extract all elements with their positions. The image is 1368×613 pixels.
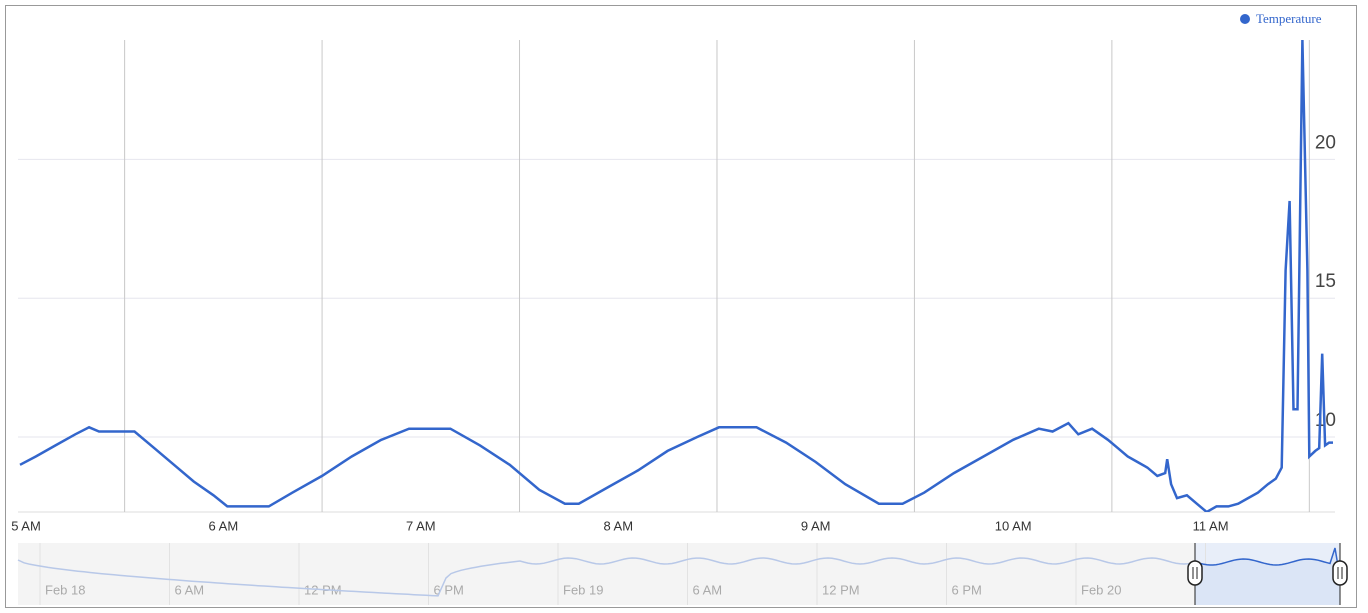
x-tick-label: 10 AM <box>995 518 1032 533</box>
navigator-label: 6 AM <box>175 582 205 597</box>
x-tick-label: 7 AM <box>406 518 436 533</box>
x-tick-label: 5 AM <box>11 518 41 533</box>
navigator-label: 12 PM <box>822 582 860 597</box>
legend-label: Temperature <box>1256 11 1322 26</box>
legend-dot <box>1240 14 1250 24</box>
navigator-label: Feb 19 <box>563 582 603 597</box>
y-tick-label: 20 <box>1315 132 1336 153</box>
data-line <box>19 40 1333 512</box>
navigator-line <box>1194 547 1341 567</box>
frame <box>5 5 1357 608</box>
navigator-bg <box>18 543 1340 605</box>
y-tick-label: 15 <box>1315 271 1336 292</box>
navigator-area <box>1195 548 1340 605</box>
handle[interactable] <box>1332 560 1348 586</box>
navigator-label: 6 PM <box>434 582 464 597</box>
navigator-label: 6 AM <box>693 582 723 597</box>
handle[interactable] <box>1187 560 1203 586</box>
navigator-label: 6 PM <box>952 582 982 597</box>
navigator[interactable]: Feb 18 6 AM 12 PM 6 PM Feb 19 6 AM 12 PM 6 PM Fe… <box>17 543 1348 605</box>
x-tick-label: 8 AM <box>603 518 633 533</box>
x-tick-label: 6 AM <box>209 518 239 533</box>
x-tick-label: 11 AM <box>1193 518 1229 533</box>
navigator-line <box>17 557 1193 597</box>
navigator-label: Feb 20 <box>1081 582 1121 597</box>
x-tick-label: 9 AM <box>801 518 831 533</box>
navigator-label: Feb 18 <box>45 582 85 597</box>
